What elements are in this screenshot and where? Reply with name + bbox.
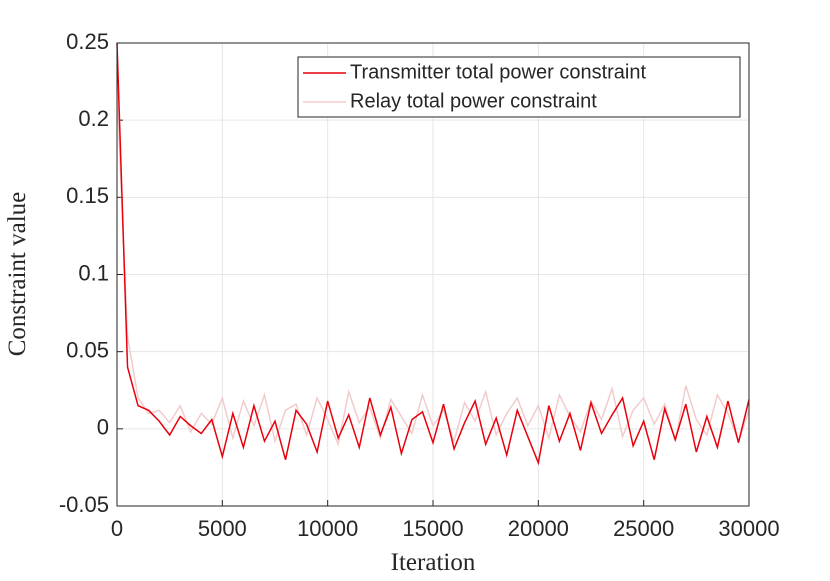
- x-tick-label: 25000: [613, 516, 674, 541]
- y-tick-label: 0.25: [66, 29, 109, 54]
- y-tick-label: 0.1: [78, 260, 109, 285]
- x-tick-label: 15000: [402, 516, 463, 541]
- y-tick-label: 0: [97, 415, 109, 440]
- x-tick-label: 20000: [508, 516, 569, 541]
- data-line: [116, 89, 750, 447]
- y-tick-label: 0.15: [66, 183, 109, 208]
- legend-label: Transmitter total power constraint: [350, 61, 646, 83]
- y-axis-label: Constraint value: [4, 192, 31, 357]
- x-tick-label: 0: [111, 516, 123, 541]
- y-tick-label: 0.05: [66, 337, 109, 362]
- data-line: [116, 42, 750, 466]
- x-tick-label: 30000: [718, 516, 779, 541]
- legend-box: [297, 56, 741, 118]
- y-tick-label: -0.05: [59, 492, 109, 517]
- x-axis-label: Iteration: [391, 549, 476, 576]
- legend-label: Relay total power constraint: [350, 90, 597, 112]
- x-tick-label: 5000: [198, 516, 247, 541]
- y-tick-label: 0.2: [78, 106, 109, 131]
- plot-frame: [116, 42, 750, 507]
- x-tick-label: 10000: [297, 516, 358, 541]
